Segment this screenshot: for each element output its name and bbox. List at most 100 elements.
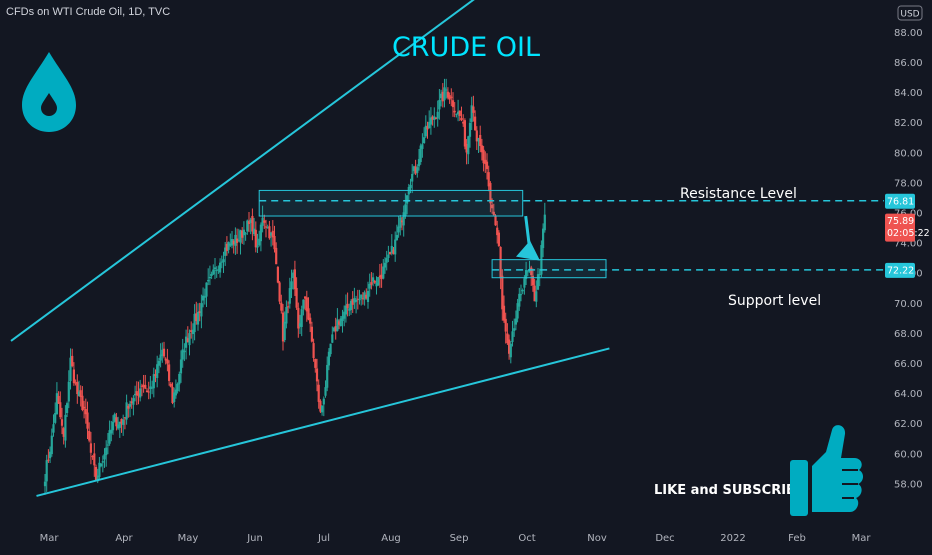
- candle-body: [321, 405, 324, 413]
- current-price-tag-text: 02:05:22: [887, 228, 930, 239]
- candle-body: [142, 384, 145, 388]
- candle-body: [468, 122, 472, 137]
- candle-body: [290, 281, 293, 290]
- candle-body: [130, 401, 133, 404]
- candle-body: [276, 267, 279, 283]
- candle-body: [377, 277, 380, 286]
- candle-body: [336, 319, 339, 331]
- candle-body: [329, 343, 332, 355]
- candle-body: [453, 110, 456, 113]
- currency-badge: USD: [897, 5, 923, 21]
- candle-body: [144, 384, 147, 389]
- candle-body: [536, 274, 540, 290]
- candle-body: [59, 402, 62, 418]
- y-tick-label: 68.00: [894, 329, 923, 340]
- candle-body: [47, 459, 50, 461]
- candle-body: [88, 431, 91, 441]
- candle-body: [458, 110, 461, 116]
- candle-body: [229, 243, 232, 246]
- current-price-tag-text: 75.89: [887, 216, 914, 227]
- candle-body: [280, 302, 283, 311]
- candle-body: [295, 288, 298, 308]
- support-price-tag-bg: [885, 262, 915, 278]
- candle-body: [198, 311, 201, 314]
- candle-body: [300, 309, 303, 327]
- candle-body: [71, 355, 74, 367]
- candle-body: [484, 159, 487, 165]
- thumb-cuff: [790, 460, 808, 516]
- candle-body: [125, 402, 128, 420]
- candle-body: [436, 111, 439, 119]
- resistance-price-tag-bg: [885, 193, 915, 209]
- candle-body: [445, 89, 448, 91]
- candle-body: [521, 289, 524, 292]
- candle-body: [270, 232, 273, 236]
- y-tick-label: 62.00: [894, 419, 923, 430]
- candle-body: [173, 392, 176, 402]
- candle-body: [361, 298, 364, 300]
- candle-body: [118, 421, 121, 428]
- candle-body: [380, 274, 383, 279]
- candle-body: [394, 239, 397, 255]
- candle-body: [224, 247, 227, 256]
- candle-body: [389, 251, 392, 255]
- candle-body: [448, 95, 451, 100]
- candle-body: [140, 385, 143, 387]
- y-tick-label: 84.00: [894, 88, 923, 99]
- candle-body: [441, 91, 444, 102]
- trendline-upper: [10, 0, 475, 342]
- candle-body: [181, 349, 184, 360]
- candle-body: [417, 159, 421, 167]
- candle-body: [237, 240, 240, 242]
- candle-body: [319, 400, 322, 412]
- candle-body: [69, 357, 72, 382]
- candle-body: [249, 219, 252, 223]
- candle-body: [390, 245, 393, 253]
- candle-body: [159, 354, 162, 361]
- candle-body: [168, 364, 171, 381]
- candle-body: [501, 275, 504, 310]
- candle-body: [113, 414, 116, 422]
- candle-body: [60, 419, 64, 426]
- candle-body: [346, 303, 349, 309]
- x-tick-label: Jul: [317, 533, 330, 544]
- candle-body: [372, 277, 375, 282]
- y-tick-label: 86.00: [894, 58, 923, 69]
- candle-body: [404, 204, 407, 216]
- candle-body: [504, 318, 507, 332]
- candle-body: [154, 374, 157, 377]
- candle-body: [309, 317, 312, 324]
- candle-body: [76, 381, 79, 395]
- candle-body: [268, 226, 271, 239]
- candle-body: [185, 336, 188, 348]
- candle-body: [263, 220, 266, 223]
- candle-body: [120, 418, 123, 424]
- y-tick-label: 74.00: [894, 239, 923, 250]
- candle-body: [253, 228, 256, 235]
- currency-badge-text: USD: [900, 10, 919, 20]
- candle-body: [373, 280, 376, 283]
- candle-body: [151, 387, 154, 389]
- candle-body: [356, 298, 359, 300]
- candle-body: [196, 312, 200, 325]
- resistance-zone: [258, 189, 524, 217]
- candle-body: [355, 299, 358, 302]
- candle-body: [530, 267, 533, 276]
- x-tick-label: Aug: [381, 533, 401, 544]
- resistance-price-tag: 76.81: [885, 193, 915, 209]
- candle-body: [474, 116, 477, 131]
- candle-body: [145, 390, 149, 393]
- candle-body: [492, 211, 495, 216]
- candle-body: [526, 271, 529, 273]
- candle-body: [334, 326, 337, 332]
- candle-body: [305, 297, 308, 312]
- candle-body: [332, 327, 336, 332]
- candle-body: [297, 307, 300, 329]
- candle-body: [217, 269, 220, 271]
- support-label: Support level: [728, 293, 821, 309]
- candle-body: [244, 233, 247, 235]
- candle-body: [275, 247, 278, 265]
- candle-body: [108, 430, 111, 444]
